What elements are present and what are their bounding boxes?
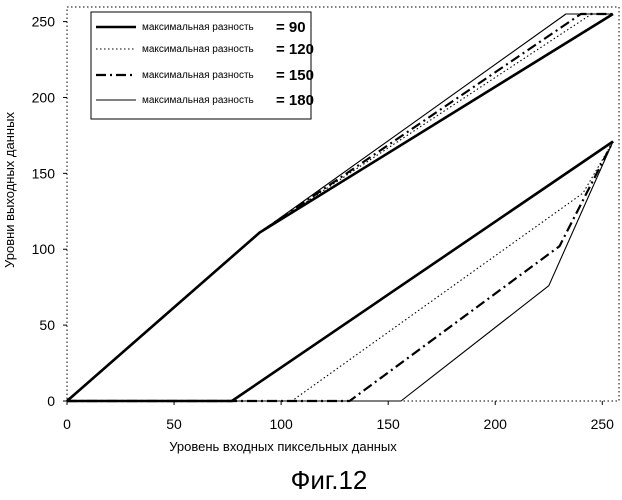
legend: максимальная разность = 90 максимальная ра… bbox=[91, 12, 314, 119]
legend-value: = 150 bbox=[276, 67, 314, 84]
x-tick-label: 200 bbox=[484, 416, 508, 432]
x-tick-label: 50 bbox=[166, 416, 182, 432]
legend-label: максимальная разность bbox=[142, 44, 254, 55]
x-tick-label: 250 bbox=[591, 416, 615, 432]
x-axis-title: Уровень входных пиксельных данных bbox=[169, 439, 397, 454]
y-tick-label: 200 bbox=[32, 89, 56, 105]
y-tick-label: 100 bbox=[32, 241, 56, 257]
y-tick-label: 150 bbox=[32, 165, 56, 181]
y-axis-title: Уровни выходных данных bbox=[2, 112, 17, 268]
x-tick-label: 100 bbox=[269, 416, 293, 432]
legend-value: = 180 bbox=[276, 92, 314, 109]
x-tick-label: 150 bbox=[376, 416, 400, 432]
y-tick-label: 50 bbox=[39, 317, 55, 333]
y-axis: 0 50 100 150 200 250 bbox=[32, 14, 67, 409]
x-tick-label: 0 bbox=[63, 416, 71, 432]
series-3-line-2 bbox=[67, 142, 613, 402]
series-1-line-2 bbox=[67, 142, 613, 402]
y-tick-label: 250 bbox=[32, 14, 56, 30]
legend-value: = 90 bbox=[276, 19, 306, 36]
x-axis: 0 50 100 150 200 250 bbox=[63, 401, 614, 432]
legend-label: максимальная разность bbox=[142, 22, 254, 33]
y-tick-label: 0 bbox=[47, 393, 55, 409]
legend-label: максимальная разность bbox=[142, 70, 254, 81]
figure-caption: Фиг.12 bbox=[291, 465, 368, 495]
legend-label: максимальная разность bbox=[142, 95, 254, 106]
series-2-line-2 bbox=[67, 142, 613, 402]
legend-value: = 120 bbox=[276, 41, 314, 58]
series-4-line-2 bbox=[67, 142, 613, 402]
